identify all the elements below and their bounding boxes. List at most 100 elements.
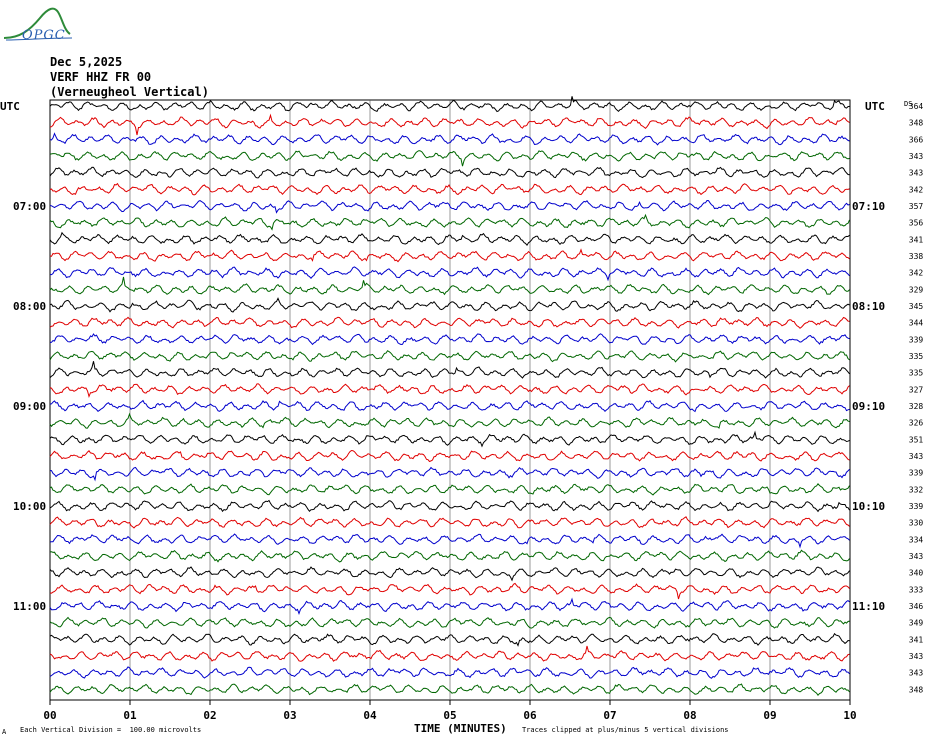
left-time-label: 11:00 [13, 600, 46, 613]
seismic-trace [49, 549, 850, 563]
ds-value: 366 [909, 135, 924, 144]
ds-value: 340 [909, 569, 924, 578]
ds-title: DS [904, 100, 912, 108]
ds-value: 349 [909, 619, 924, 628]
ds-value: 356 [909, 219, 924, 228]
x-tick-label: 09 [763, 709, 776, 722]
left-time-label: 09:00 [13, 400, 46, 413]
right-time-label: 08:10 [852, 300, 885, 313]
seismic-trace [49, 616, 850, 629]
date-label: Dec 5,2025 [50, 55, 123, 69]
seismic-trace [49, 316, 850, 329]
ds-value: 342 [909, 185, 924, 194]
x-tick-label: 00 [43, 709, 56, 722]
seismic-trace [49, 566, 850, 582]
ds-value: 343 [909, 669, 924, 678]
seismic-trace [49, 466, 850, 482]
ds-value: 341 [909, 235, 924, 244]
seismic-trace [49, 632, 850, 647]
ds-value: 343 [909, 552, 924, 561]
seismic-trace [49, 166, 850, 179]
seismic-trace [49, 150, 850, 167]
seismic-trace [49, 199, 850, 214]
ds-value: 341 [909, 635, 924, 644]
seismic-trace [49, 499, 850, 513]
seismic-trace [49, 449, 850, 463]
ds-value: 345 [909, 302, 924, 311]
ds-value: 333 [909, 585, 924, 594]
ds-value: 343 [909, 169, 924, 178]
left-utc-title: UTC [0, 100, 20, 113]
ds-value: 346 [909, 602, 924, 611]
ds-value: 338 [909, 252, 924, 261]
x-tick-label: 03 [283, 709, 296, 722]
seismic-trace [49, 383, 850, 398]
seismic-trace [49, 412, 850, 429]
ds-value: 326 [909, 419, 924, 428]
seismic-trace [49, 350, 850, 363]
seismic-trace [49, 113, 850, 136]
ds-value: 343 [909, 452, 924, 461]
right-utc-title: UTC [865, 100, 885, 113]
ds-value: 332 [909, 485, 924, 494]
x-axis-title: TIME (MINUTES) [414, 722, 507, 735]
right-time-label: 10:10 [852, 500, 885, 513]
ds-value: 364 [909, 102, 924, 111]
x-tick-label: 08 [683, 709, 696, 722]
ds-value: 351 [909, 435, 924, 444]
ds-value: 330 [909, 519, 924, 528]
ds-value: 327 [909, 385, 924, 394]
ds-value: 343 [909, 652, 924, 661]
left-time-label: 10:00 [13, 500, 46, 513]
seismic-trace [49, 683, 850, 697]
seismic-trace [49, 96, 850, 113]
seismic-trace [49, 297, 850, 313]
ds-value: 339 [909, 502, 924, 511]
ds-value: 339 [909, 335, 924, 344]
seismic-trace [49, 182, 850, 196]
x-tick-label: 10 [843, 709, 856, 722]
x-tick-label: 02 [203, 709, 216, 722]
seismic-trace [49, 645, 850, 662]
left-time-label: 08:00 [13, 300, 46, 313]
seismic-trace [49, 533, 850, 549]
footer-scale-note: Each Vertical Division = 100.00 microvol… [20, 726, 202, 734]
seismic-trace [49, 666, 850, 679]
seismic-trace [49, 276, 850, 296]
right-time-label: 11:10 [852, 600, 885, 613]
ds-value: 339 [909, 469, 924, 478]
seismic-trace [49, 597, 850, 615]
x-tick-label: 05 [443, 709, 456, 722]
seismic-trace [49, 516, 850, 529]
left-time-label: 07:00 [13, 200, 46, 213]
seismic-trace [49, 482, 850, 496]
location-label: (Verneugheol Vertical) [50, 85, 209, 99]
right-time-label: 09:10 [852, 400, 885, 413]
ds-value: 348 [909, 685, 924, 694]
x-tick-label: 07 [603, 709, 616, 722]
seismic-trace [49, 399, 850, 413]
seismic-trace [49, 213, 850, 231]
footer-clip-note: Traces clipped at plus/minus 5 vertical … [522, 726, 729, 734]
ds-value: 342 [909, 269, 924, 278]
seismic-trace [49, 430, 850, 448]
logo-text: OPGC [22, 28, 66, 43]
ds-value: 328 [909, 402, 924, 411]
opgc-logo [3, 7, 73, 41]
seismic-trace [49, 582, 850, 600]
seismic-trace [49, 361, 850, 379]
seismic-trace [49, 248, 850, 263]
seismic-trace [49, 231, 850, 247]
seismic-trace [50, 266, 850, 282]
x-tick-label: 06 [523, 709, 537, 722]
x-tick-label: 01 [123, 709, 137, 722]
x-tick-label: 04 [363, 709, 377, 722]
ds-value: 348 [909, 119, 924, 128]
ds-value: 357 [909, 202, 924, 211]
ds-value: 344 [909, 319, 924, 328]
ds-value: 329 [909, 285, 924, 294]
station-label: VERF HHZ FR 00 [50, 70, 152, 84]
ds-value: 335 [909, 369, 924, 378]
seismic-trace [49, 333, 850, 346]
